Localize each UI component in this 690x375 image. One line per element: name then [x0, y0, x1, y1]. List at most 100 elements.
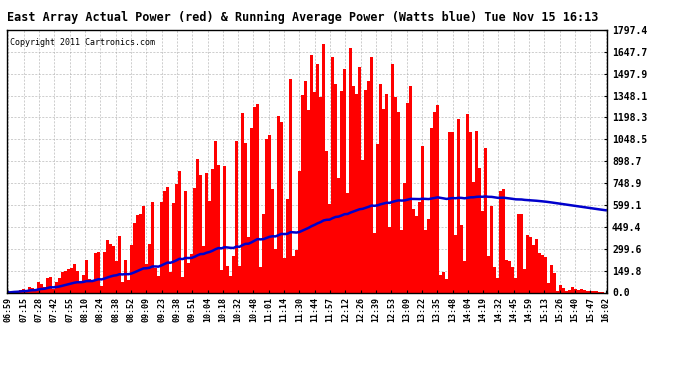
Bar	[298, 171, 301, 292]
Bar	[388, 227, 391, 292]
Bar	[589, 291, 592, 292]
Bar	[430, 128, 433, 292]
Bar	[169, 272, 172, 292]
Bar	[436, 105, 439, 292]
Bar	[578, 290, 580, 292]
Bar	[472, 182, 475, 292]
Bar	[457, 119, 460, 292]
Bar	[202, 246, 205, 292]
Bar	[316, 64, 319, 292]
Bar	[541, 255, 544, 292]
Bar	[385, 94, 388, 292]
Bar	[532, 245, 535, 292]
Bar	[283, 258, 286, 292]
Bar	[262, 214, 265, 292]
Bar	[136, 214, 139, 292]
Bar	[244, 143, 247, 292]
Bar	[133, 222, 136, 292]
Bar	[205, 172, 208, 292]
Bar	[199, 175, 202, 292]
Bar	[586, 291, 589, 292]
Bar	[292, 256, 295, 292]
Bar	[487, 256, 490, 292]
Text: Copyright 2011 Cartronics.com: Copyright 2011 Cartronics.com	[10, 38, 155, 47]
Bar	[259, 267, 262, 292]
Bar	[79, 283, 82, 292]
Bar	[40, 284, 43, 292]
Bar	[112, 246, 115, 292]
Bar	[307, 110, 310, 292]
Bar	[523, 269, 526, 292]
Bar	[49, 277, 52, 292]
Bar	[196, 159, 199, 292]
Bar	[460, 225, 463, 292]
Bar	[226, 266, 229, 292]
Bar	[571, 287, 574, 292]
Bar	[463, 261, 466, 292]
Bar	[88, 279, 91, 292]
Bar	[583, 290, 586, 292]
Bar	[238, 266, 241, 292]
Bar	[544, 257, 547, 292]
Bar	[22, 290, 25, 292]
Bar	[172, 202, 175, 292]
Bar	[367, 81, 370, 292]
Bar	[187, 263, 190, 292]
Bar	[505, 260, 508, 292]
Bar	[547, 283, 550, 292]
Bar	[178, 171, 181, 292]
Bar	[322, 44, 325, 292]
Bar	[514, 278, 518, 292]
Bar	[328, 204, 331, 292]
Bar	[268, 135, 271, 292]
Bar	[379, 84, 382, 292]
Bar	[337, 178, 340, 292]
Bar	[91, 282, 94, 292]
Bar	[538, 253, 541, 292]
Bar	[361, 160, 364, 292]
Bar	[313, 93, 316, 292]
Bar	[427, 219, 430, 292]
Bar	[499, 190, 502, 292]
Bar	[475, 131, 478, 292]
Bar	[64, 271, 67, 292]
Bar	[76, 271, 79, 292]
Bar	[394, 98, 397, 292]
Bar	[43, 287, 46, 292]
Bar	[250, 129, 253, 292]
Bar	[121, 282, 124, 292]
Bar	[421, 146, 424, 292]
Bar	[190, 254, 193, 292]
Bar	[235, 141, 238, 292]
Bar	[340, 92, 343, 292]
Bar	[145, 264, 148, 292]
Bar	[496, 278, 499, 292]
Bar	[85, 260, 88, 292]
Bar	[58, 278, 61, 292]
Bar	[97, 252, 100, 292]
Bar	[466, 114, 469, 292]
Bar	[148, 244, 151, 292]
Bar	[349, 48, 352, 292]
Bar	[16, 291, 19, 292]
Bar	[310, 55, 313, 292]
Bar	[94, 253, 97, 292]
Bar	[28, 287, 31, 292]
Bar	[484, 148, 487, 292]
Bar	[439, 275, 442, 292]
Bar	[211, 169, 214, 292]
Bar	[553, 273, 556, 292]
Bar	[391, 63, 394, 292]
Bar	[400, 230, 403, 292]
Bar	[139, 214, 142, 292]
Bar	[100, 286, 103, 292]
Bar	[565, 291, 568, 292]
Bar	[220, 270, 223, 292]
Bar	[34, 290, 37, 292]
Bar	[481, 211, 484, 292]
Bar	[184, 191, 187, 292]
Bar	[358, 68, 361, 292]
Bar	[526, 235, 529, 292]
Bar	[163, 191, 166, 292]
Bar	[154, 268, 157, 292]
